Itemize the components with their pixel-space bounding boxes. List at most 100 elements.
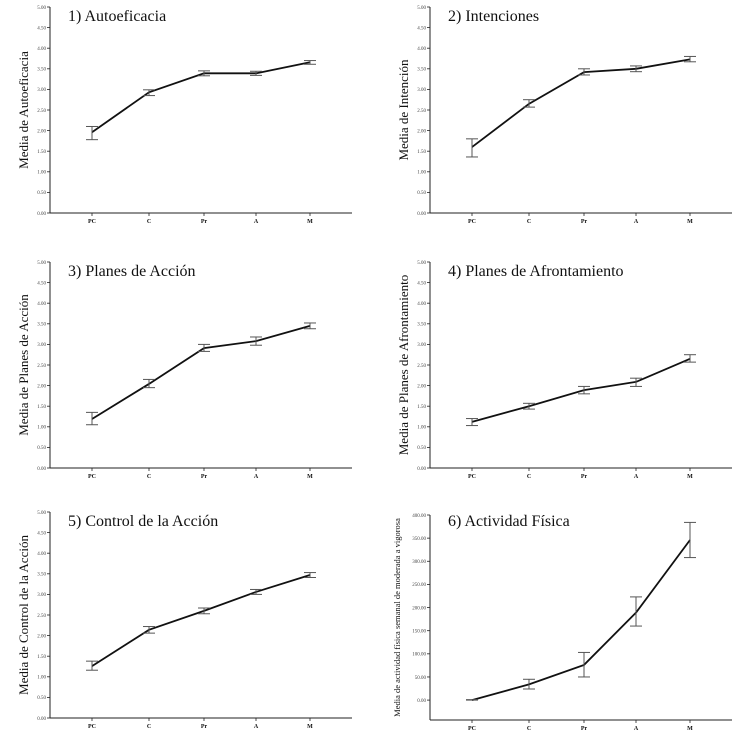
x-tick-label: M — [307, 219, 313, 225]
x-tick-label: C — [147, 219, 151, 225]
error-bar-pc — [86, 411, 98, 426]
panel-title: 3) Planes de Acción — [68, 263, 196, 280]
x-tick-label: A — [634, 219, 639, 225]
x-tick-label: PC — [88, 724, 96, 730]
y-tick-label: 4.50 — [37, 281, 46, 286]
error-bar-pc — [86, 125, 98, 141]
x-tick-label: C — [527, 474, 531, 480]
panel-6: 0.00 50.00 100.00 150.00 200.00 250.00 300.00 3… — [392, 513, 732, 732]
y-tick-label: 4.00 — [37, 552, 46, 557]
y-tick-label: 4.50 — [417, 281, 426, 286]
x-tick-label: M — [307, 474, 313, 480]
y-axis-label: Media de Planes de Acción — [16, 294, 31, 436]
y-tick-label: 350.00 — [412, 537, 426, 542]
series-line — [91, 61, 311, 133]
y-axis-label: Media de Autoeficacia — [16, 51, 31, 169]
y-tick-label: 3.00 — [417, 343, 426, 348]
y-tick-label: 4.00 — [417, 302, 426, 307]
y-tick-label: 5.00 — [417, 261, 426, 266]
y-tick-label: 1.00 — [37, 426, 46, 431]
panel-title: 6) Actividad Física — [448, 513, 570, 530]
series-line — [471, 357, 691, 423]
error-bar-c — [523, 99, 535, 108]
error-bar-m — [684, 55, 696, 63]
y-tick-label: 1.00 — [417, 171, 426, 176]
x-tick-label: M — [687, 474, 693, 480]
y-tick-label: 1.50 — [37, 150, 46, 155]
y-tick-label: 4.50 — [417, 26, 426, 31]
y-tick-label: 0.50 — [417, 191, 426, 196]
y-tick-label: 0.00 — [37, 717, 46, 722]
y-tick-label: 150.00 — [412, 629, 426, 634]
y-tick-label: 100.00 — [412, 653, 426, 658]
x-tick-label: C — [527, 219, 531, 225]
series-line — [91, 324, 311, 420]
y-tick-label: 0.00 — [417, 467, 426, 472]
y-tick-label: 2.50 — [37, 364, 46, 369]
y-tick-label: 1.00 — [37, 171, 46, 176]
y-tick-label: 5.00 — [37, 511, 46, 516]
x-tick-label: Pr — [201, 474, 208, 480]
y-tick-label: 5.00 — [37, 261, 46, 266]
y-tick-label: 200.00 — [412, 606, 426, 611]
y-tick-label: 400.00 — [412, 514, 426, 519]
y-tick-label: 2.50 — [417, 364, 426, 369]
y-tick-label: 3.50 — [417, 68, 426, 73]
error-bar-m — [684, 354, 696, 363]
y-tick-label: 3.00 — [37, 88, 46, 93]
y-tick-label: 4.00 — [37, 302, 46, 307]
x-tick-label: A — [254, 474, 259, 480]
error-bar-c — [143, 378, 155, 389]
panel-3: 0.00 0.50 1.00 1.50 2.00 2.50 3.00 3.50 4.00 4.50… — [16, 261, 352, 480]
y-tick-label: 2.00 — [37, 129, 46, 134]
panel-1: 0.00 0.50 1.00 1.50 2.00 2.50 3.00 3.50 4.00 4.50… — [16, 6, 352, 225]
x-tick-label: M — [687, 219, 693, 225]
y-tick-label: 0.00 — [417, 212, 426, 217]
x-tick-label: Pr — [581, 726, 588, 732]
panel-title: 4) Planes de Afrontamiento — [448, 263, 624, 280]
y-tick-label: 3.50 — [37, 323, 46, 328]
y-tick-label: 1.50 — [417, 405, 426, 410]
y-tick-label: 2.50 — [417, 109, 426, 114]
y-tick-label: 2.00 — [37, 384, 46, 389]
x-tick-label: Pr — [581, 219, 588, 225]
series-line — [471, 539, 691, 701]
y-tick-label: 50.00 — [415, 676, 427, 681]
error-bar-a — [630, 596, 642, 627]
x-tick-label: M — [307, 724, 313, 730]
y-tick-label: 300.00 — [412, 560, 426, 565]
y-tick-label: 3.00 — [37, 593, 46, 598]
panel-title: 5) Control de la Acción — [68, 513, 218, 530]
error-bar-pc — [466, 138, 478, 158]
panel-5: 0.00 0.50 1.00 1.50 2.00 2.50 3.00 3.50 4.00 4.50… — [16, 511, 352, 730]
panel-4: 0.00 0.50 1.00 1.50 2.00 2.50 3.00 3.50 4.00 4.50… — [396, 261, 732, 480]
x-tick-label: A — [254, 219, 259, 225]
y-tick-label: 0.50 — [37, 446, 46, 451]
error-bar-c — [143, 89, 155, 97]
y-tick-label: 4.50 — [37, 531, 46, 536]
y-axis-label: Media de Planes de Afrontamiento — [396, 275, 411, 456]
x-tick-label: C — [147, 724, 151, 730]
x-tick-label: A — [254, 724, 259, 730]
y-tick-label: 3.00 — [417, 88, 426, 93]
error-bar-a — [630, 377, 642, 387]
x-tick-label: PC — [468, 726, 476, 732]
y-axis-label: Media de actividad física semanal de mod… — [392, 518, 402, 717]
y-tick-label: 2.00 — [417, 129, 426, 134]
x-tick-label: Pr — [201, 219, 208, 225]
series-line — [471, 58, 691, 148]
panel-title: 1) Autoeficacia — [68, 8, 166, 25]
x-tick-label: C — [147, 474, 151, 480]
y-tick-label: 1.50 — [417, 150, 426, 155]
y-tick-label: 4.00 — [417, 47, 426, 52]
y-tick-label: 3.00 — [37, 343, 46, 348]
x-tick-label: Pr — [581, 474, 588, 480]
error-bar-pr — [578, 68, 590, 76]
y-axis-label: Media de Intención — [396, 59, 411, 161]
series-line — [91, 574, 311, 667]
y-tick-label: 5.00 — [37, 6, 46, 11]
y-tick-label: 2.50 — [37, 614, 46, 619]
y-tick-label: 4.00 — [37, 47, 46, 52]
y-tick-label: 0.00 — [37, 212, 46, 217]
y-tick-label: 3.50 — [417, 323, 426, 328]
